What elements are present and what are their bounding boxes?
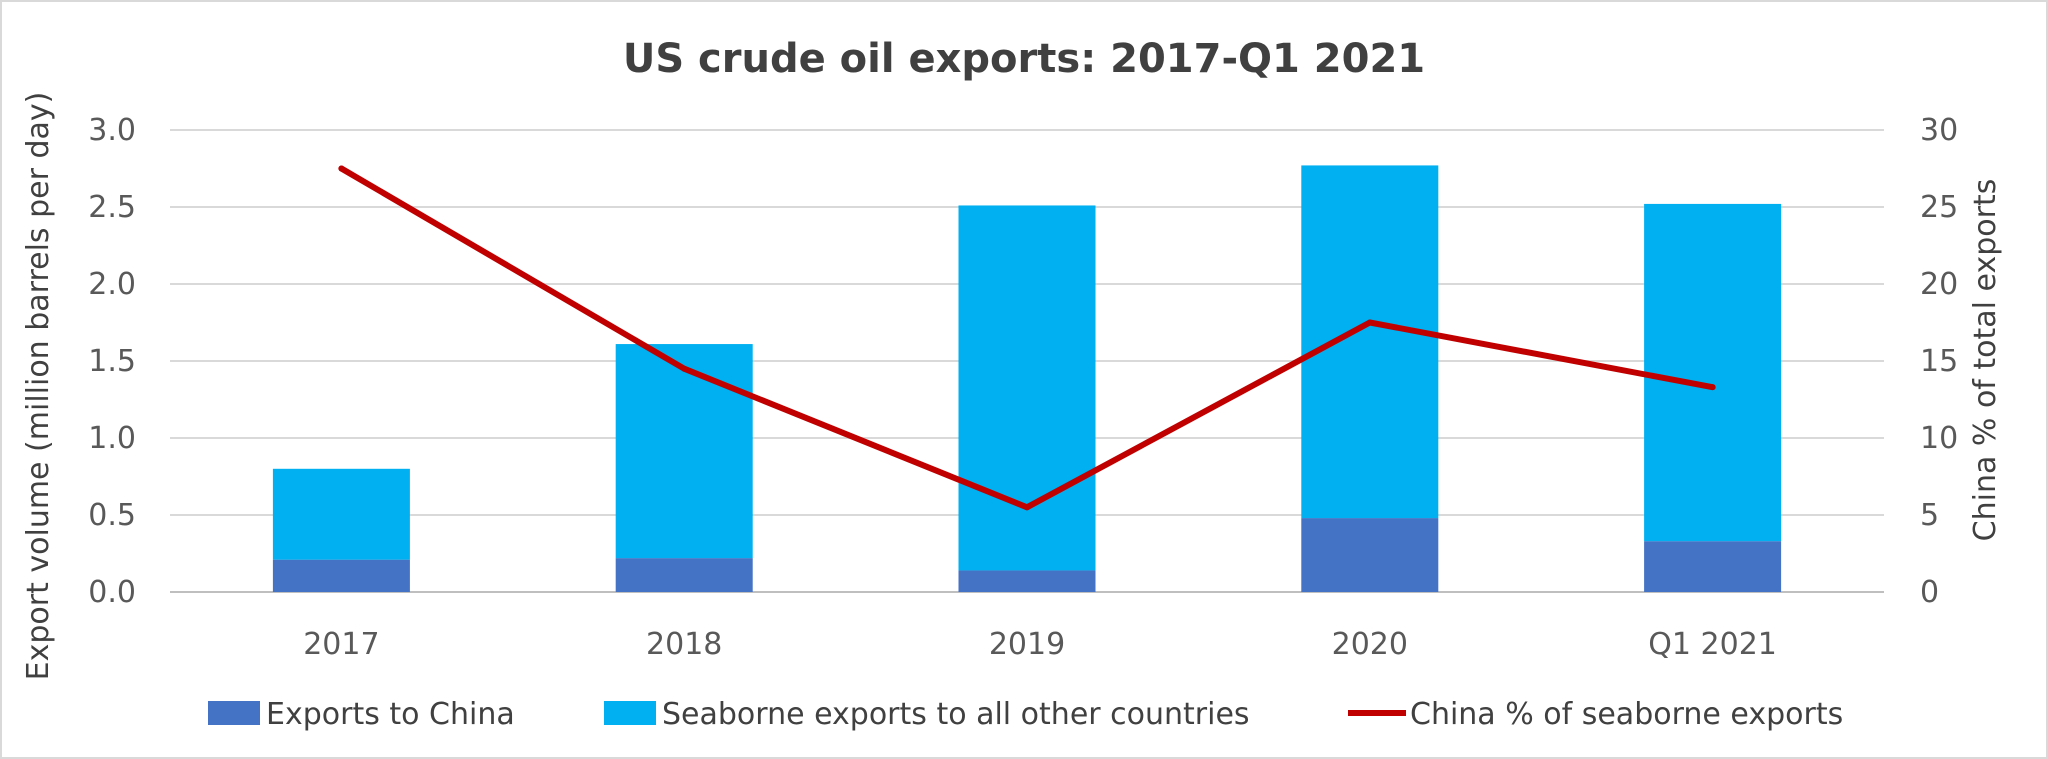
- bars: [272, 165, 1782, 592]
- legend-swatch-other: [604, 701, 656, 725]
- china-share-point: [1709, 384, 1716, 391]
- y2-tick-label: 25: [1920, 190, 1958, 225]
- x-tick-label: 2017: [303, 627, 379, 662]
- bar-other-countries: [1301, 165, 1439, 519]
- y-tick-label: 1.5: [88, 344, 136, 379]
- x-tick-label: Q1 2021: [1648, 627, 1777, 662]
- y-tick-label: 0.0: [88, 575, 136, 610]
- bar-china: [1644, 541, 1782, 592]
- y2-tick-label: 0: [1920, 575, 1939, 610]
- bar-other-countries: [272, 468, 410, 560]
- y2-tick-label: 20: [1920, 267, 1958, 302]
- legend-swatch-china: [208, 701, 260, 725]
- y-axis-title: Export volume (million barrels per day): [21, 92, 56, 681]
- bar-china: [958, 570, 1096, 592]
- china-share-point: [681, 365, 688, 372]
- x-tick-label: 2018: [646, 627, 722, 662]
- y-tick-label: 2.5: [88, 190, 136, 225]
- y2-tick-label: 5: [1920, 498, 1939, 533]
- bar-other-countries: [615, 344, 753, 559]
- bar-other-countries: [1644, 203, 1782, 542]
- legend-label-line: China % of seaborne exports: [1410, 697, 1843, 732]
- y2-tick-label: 30: [1920, 113, 1958, 148]
- y-axis-right: 0 5 10 15 20 25 30: [1920, 113, 1958, 610]
- bar-china: [615, 558, 753, 592]
- x-tick-label: 2019: [989, 627, 1065, 662]
- bar-china: [1301, 518, 1439, 592]
- chart-title: US crude oil exports: 2017-Q1 2021: [623, 36, 1425, 82]
- y-tick-label: 1.0: [88, 421, 136, 456]
- y-tick-label: 2.0: [88, 267, 136, 302]
- y-tick-label: 0.5: [88, 498, 136, 533]
- china-share-point: [1366, 319, 1373, 326]
- legend-label-china: Exports to China: [266, 697, 515, 732]
- bar-other-countries: [958, 205, 1096, 571]
- y2-axis-title: China % of total exports: [1968, 179, 2003, 542]
- china-share-point: [1024, 504, 1030, 511]
- y-tick-label: 3.0: [88, 113, 136, 148]
- legend-label-other: Seaborne exports to all other countries: [662, 697, 1250, 732]
- y2-tick-label: 15: [1920, 344, 1958, 379]
- line-series: [338, 165, 1716, 511]
- x-tick-label: 2020: [1332, 627, 1408, 662]
- y-axis-left: 0.0 0.5 1.0 1.5 2.0 2.5 3.0: [88, 113, 136, 610]
- legend: Exports to China Seaborne exports to all …: [208, 697, 1843, 732]
- x-axis: 2017 2018 2019 2020 Q1 2021: [303, 627, 1777, 662]
- china-share-point: [338, 165, 345, 172]
- bar-china: [272, 559, 410, 592]
- y2-tick-label: 10: [1920, 421, 1958, 456]
